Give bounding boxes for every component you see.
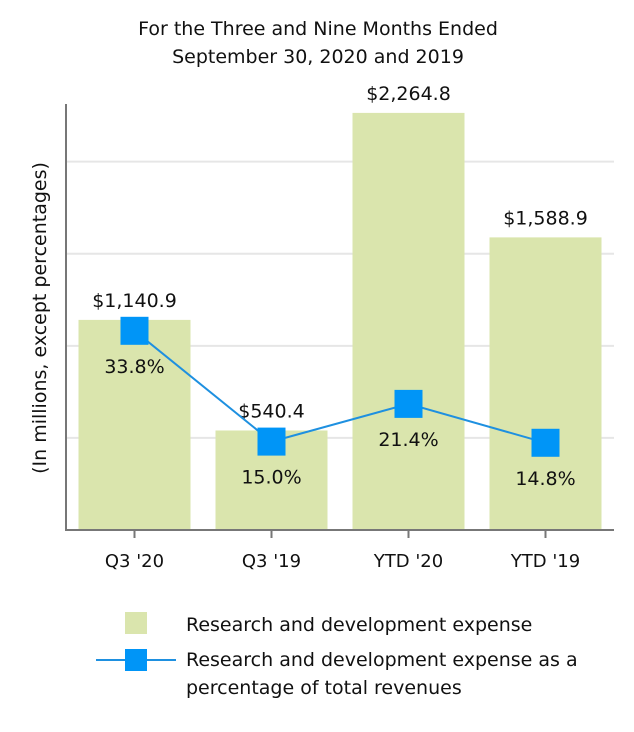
bar-label-3: $2,264.8 (366, 83, 451, 105)
percentage-label-4: 14.8% (515, 468, 575, 490)
bar-label-2: $540.4 (238, 400, 304, 422)
legend: Research and development expense Researc… (96, 612, 578, 699)
percentage-marker-4 (531, 428, 560, 457)
percentage-labels: 33.8% 15.0% 21.4% 14.8% (104, 356, 575, 490)
percentage-label-2: 15.0% (241, 467, 301, 489)
percentage-marker-3 (394, 389, 423, 418)
percentage-marker-1 (120, 316, 149, 345)
percentage-label-1: 33.8% (104, 356, 164, 378)
x-tick-label-3: YTD '20 (373, 551, 443, 572)
bar-label-1: $1,140.9 (92, 290, 177, 312)
percentage-line (120, 316, 560, 457)
x-tick-label-2: Q3 '19 (242, 551, 301, 572)
legend-label-line-1: Research and development expense as a (186, 649, 578, 671)
chart-title-line-2: September 30, 2020 and 2019 (172, 46, 464, 68)
y-axis-title: (In millions, except percentages) (29, 162, 51, 474)
legend-label-bar: Research and development expense (186, 614, 532, 636)
legend-marker-line (125, 649, 147, 671)
bar-labels: $1,140.9 $540.4 $2,264.8 $1,588.9 (92, 83, 588, 423)
legend-swatch-bar (125, 612, 147, 634)
x-tick-label-1: Q3 '20 (105, 551, 164, 572)
bars (78, 112, 602, 531)
percentage-label-3: 21.4% (378, 429, 438, 451)
x-axis-ticks: Q3 '20 Q3 '19 YTD '20 YTD '19 (105, 530, 580, 572)
bar-4 (489, 237, 602, 531)
bar-1 (78, 319, 191, 530)
bar-3 (352, 112, 465, 531)
x-tick-label-4: YTD '19 (510, 551, 580, 572)
percentage-marker-2 (257, 427, 286, 456)
bar-label-4: $1,588.9 (503, 207, 588, 229)
chart-title-line-1: For the Three and Nine Months Ended (138, 18, 498, 40)
percentage-polyline (133, 330, 546, 444)
legend-label-line-2: percentage of total revenues (186, 677, 462, 699)
